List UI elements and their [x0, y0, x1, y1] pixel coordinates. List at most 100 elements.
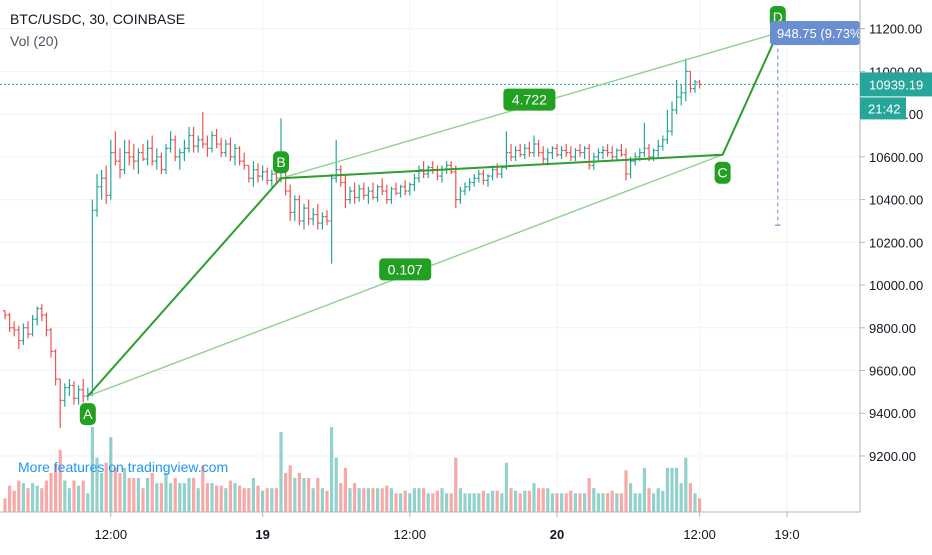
- volume-bar: [431, 493, 435, 512]
- volume-bar: [491, 490, 495, 512]
- volume-bar: [132, 478, 136, 512]
- ohlc-bar: [269, 169, 274, 187]
- ohlc-bar: [619, 144, 624, 157]
- ohlc-bar: [509, 144, 513, 162]
- ohlc-bar: [288, 184, 293, 221]
- volume-bar: [376, 488, 380, 512]
- ohlc-bar: [610, 146, 615, 162]
- volume-bar: [104, 462, 108, 512]
- ohlc-bar: [371, 182, 375, 200]
- volume-bar: [458, 488, 462, 512]
- point-label-text: D: [773, 9, 783, 25]
- volume-bar: [688, 483, 692, 512]
- ohlc-bar: [136, 148, 141, 174]
- ohlc-bar: [292, 195, 297, 221]
- volume-bar: [297, 472, 301, 512]
- price-tick-label: 10400.00: [869, 193, 923, 208]
- volume-bar: [596, 493, 600, 512]
- symbol-title[interactable]: BTC/USDC, 30, COINBASE: [10, 11, 186, 27]
- ohlc-bar: [601, 146, 605, 159]
- volume-bar: [486, 493, 490, 512]
- volume-bar: [334, 457, 338, 512]
- volume-bar: [238, 485, 242, 512]
- volume-bar: [49, 472, 53, 512]
- volume-bar: [647, 488, 651, 512]
- chart-legend: BTC/USDC, 30, COINBASE Vol (20): [10, 8, 185, 52]
- ohlc-bar: [99, 169, 104, 200]
- ohlc-bar: [582, 146, 587, 159]
- volume-bar: [472, 493, 476, 512]
- ohlc-bar: [513, 146, 518, 162]
- ohlc-bar: [453, 165, 458, 209]
- ohlc-bar: [306, 199, 311, 226]
- volume-bar: [555, 493, 559, 512]
- ohlc-bar: [49, 327, 53, 358]
- ohlc-bar: [357, 184, 362, 202]
- volume-bar: [523, 490, 527, 512]
- volume-bar: [233, 483, 237, 512]
- volume-bar: [417, 488, 421, 512]
- volume-bar: [228, 480, 232, 512]
- volume-bar: [8, 485, 12, 512]
- ohlc-bar: [458, 186, 463, 204]
- ohlc-bar: [559, 146, 564, 159]
- ohlc-bar: [159, 152, 164, 174]
- ohlc-bar: [605, 144, 610, 157]
- volume-bar: [58, 449, 62, 512]
- ohlc-bar: [688, 70, 693, 93]
- volume-bar: [224, 488, 228, 512]
- point-label-text: B: [276, 154, 285, 170]
- ohlc-bar: [541, 146, 546, 164]
- price-range-measure[interactable]: 948.75 (9.73%: [770, 20, 862, 226]
- volume-bar: [81, 480, 85, 512]
- ohlc-bar: [12, 321, 17, 337]
- volume-bar: [583, 493, 587, 512]
- ohlc-bar: [407, 182, 412, 196]
- time-axis[interactable]: [0, 512, 932, 550]
- volume-bar: [454, 457, 458, 512]
- countdown-tag-text: 21:42: [868, 101, 901, 116]
- volume-bar: [684, 457, 688, 512]
- ohlc-bar: [683, 58, 688, 102]
- ohlc-bar: [223, 139, 228, 157]
- xabcd-pattern[interactable]: 4.722 0.107 A B C D: [79, 5, 786, 426]
- ohlc-bar: [444, 161, 449, 174]
- ohlc-bar: [522, 144, 527, 159]
- ohlc-bar: [44, 312, 49, 337]
- ohlc-bar: [430, 161, 435, 174]
- ratio-label-text: 4.722: [512, 92, 547, 108]
- volume-bar: [422, 488, 426, 512]
- ohlc-bar: [191, 126, 196, 153]
- volume-bar: [693, 493, 697, 512]
- volume-bar: [302, 478, 306, 512]
- ohlc-bar: [164, 144, 168, 174]
- ohlc-bar: [665, 109, 670, 145]
- volume-indicator-label[interactable]: Vol (20): [10, 33, 59, 49]
- ohlc-bar: [30, 314, 35, 337]
- volume-bar: [592, 488, 596, 512]
- ohlc-bar: [380, 178, 385, 196]
- ohlc-bar: [67, 379, 72, 397]
- ohlc-bar: [196, 135, 201, 153]
- time-tick-label: 12:00: [683, 527, 716, 542]
- ohlc-bar: [233, 144, 237, 166]
- volume-bar: [527, 490, 531, 512]
- volume-bar: [500, 493, 504, 512]
- volume-bar: [90, 427, 94, 512]
- ohlc-bar: [210, 131, 214, 153]
- volume-bar: [399, 493, 403, 512]
- ohlc-bar: [76, 385, 81, 405]
- volume-bar: [532, 483, 536, 512]
- ohlc-bar: [375, 184, 380, 202]
- ohlc-bar: [145, 139, 150, 166]
- volume-bar: [173, 478, 177, 512]
- ohlc-bar: [237, 146, 242, 166]
- watermark-text[interactable]: More features on tradingview.com: [18, 459, 228, 475]
- ohlc-bar: [302, 203, 306, 230]
- volume-bar: [26, 488, 30, 512]
- volume-bar: [380, 488, 384, 512]
- volume-bar: [54, 465, 58, 512]
- ohlc-bar: [311, 208, 316, 226]
